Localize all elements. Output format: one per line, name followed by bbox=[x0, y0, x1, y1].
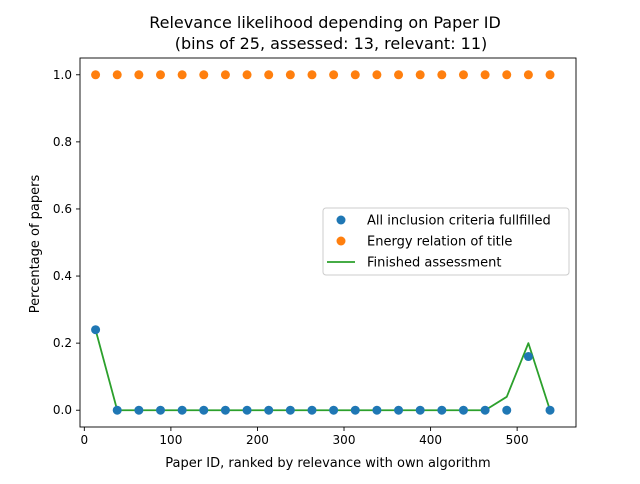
x-tick-label: 100 bbox=[159, 433, 182, 447]
series-0-point bbox=[264, 405, 274, 415]
series-1-point bbox=[545, 70, 555, 80]
series-line-2 bbox=[94, 329, 551, 412]
series-1-point bbox=[112, 70, 122, 80]
legend-label: Finished assessment bbox=[367, 256, 501, 271]
series-1-point bbox=[242, 70, 252, 80]
series-1-point bbox=[329, 70, 339, 80]
series-1-point bbox=[220, 70, 230, 80]
series-1-point bbox=[523, 70, 533, 80]
series-1-point bbox=[394, 70, 404, 80]
data-layer bbox=[91, 70, 555, 415]
series-0-point bbox=[156, 405, 165, 415]
series-1-point bbox=[156, 70, 165, 80]
y-tick-label: 0.4 bbox=[53, 269, 72, 283]
series-0-point bbox=[545, 405, 555, 415]
series-0-point bbox=[307, 405, 317, 415]
series-1-point bbox=[264, 70, 274, 80]
legend-label: All inclusion criteria fullfilled bbox=[367, 214, 551, 229]
series-0-point bbox=[329, 405, 339, 415]
series-1-point bbox=[437, 70, 447, 80]
series-1-point bbox=[307, 70, 317, 80]
series-1-point bbox=[458, 70, 468, 80]
series-0-point bbox=[394, 405, 404, 415]
x-tick-label: 400 bbox=[419, 433, 442, 447]
series-0-point bbox=[134, 405, 144, 415]
series-0-point bbox=[523, 352, 533, 362]
y-tick-label: 0.8 bbox=[53, 135, 72, 149]
series-1-point bbox=[502, 70, 512, 80]
series-0-point bbox=[437, 405, 447, 415]
series-1-point bbox=[199, 70, 209, 80]
series-0-point bbox=[242, 405, 252, 415]
x-tick-label: 300 bbox=[333, 433, 356, 447]
y-tick-label: 0.6 bbox=[53, 202, 72, 216]
series-1-point bbox=[177, 70, 187, 80]
x-tick-label: 200 bbox=[246, 433, 269, 447]
legend-marker-point bbox=[336, 236, 346, 246]
series-0-point bbox=[415, 405, 425, 415]
series-0-point bbox=[458, 405, 468, 415]
chart-subtitle: (bins of 25, assessed: 13, relevant: 11) bbox=[175, 34, 488, 53]
series-0-point bbox=[372, 405, 382, 415]
legend-box bbox=[322, 207, 570, 276]
y-tick-label: 0.0 bbox=[53, 403, 72, 417]
series-1-point bbox=[91, 70, 101, 80]
legend-label: Energy relation of title bbox=[367, 235, 512, 250]
series-1-point bbox=[134, 70, 144, 80]
axes-layer: 0 100 200 300 400 500 0.0 0.2 0.4 0.6 0.8 1.0 bbox=[53, 57, 577, 447]
legend: All inclusion criteria fullfilled Energy … bbox=[322, 207, 570, 276]
y-tick-label: 1.0 bbox=[53, 68, 72, 82]
series-0-point bbox=[199, 405, 209, 415]
series-1-point bbox=[285, 70, 295, 80]
series-0-point bbox=[480, 405, 490, 415]
plot-frame bbox=[79, 57, 577, 428]
series-0-point bbox=[91, 325, 101, 335]
y-tick-label: 0.2 bbox=[53, 336, 72, 350]
series-0-point bbox=[350, 405, 360, 415]
series-1-point bbox=[350, 70, 360, 80]
series-1-point bbox=[480, 70, 490, 80]
series-0-point bbox=[502, 405, 512, 415]
series-0-point bbox=[177, 405, 187, 415]
x-axis-label: Paper ID, ranked by relevance with own a… bbox=[165, 456, 490, 471]
series-0-point bbox=[220, 405, 230, 415]
series-1-point bbox=[415, 70, 425, 80]
chart-title: Relevance likelihood depending on Paper … bbox=[149, 13, 501, 32]
series-0-point bbox=[285, 405, 295, 415]
y-axis-label: Percentage of papers bbox=[28, 175, 43, 314]
series-1-point bbox=[372, 70, 382, 80]
legend-marker-point bbox=[336, 215, 346, 225]
x-tick-label: 0 bbox=[81, 433, 89, 447]
x-tick-label: 500 bbox=[506, 433, 529, 447]
series-0-point bbox=[112, 405, 122, 415]
